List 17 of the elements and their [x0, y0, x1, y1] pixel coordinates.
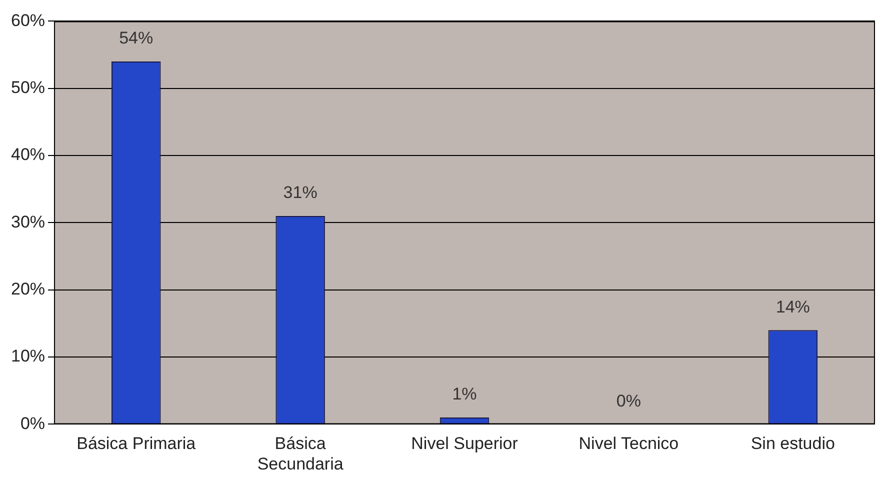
- data-label: 14%: [776, 297, 810, 316]
- data-label: 0%: [616, 391, 641, 410]
- x-tick-label: Nivel Tecnico: [578, 434, 679, 454]
- y-tick-label: 10%: [10, 346, 46, 366]
- x-tick-label: Nivel Superior: [411, 434, 518, 454]
- y-tick-label: 20%: [10, 280, 46, 299]
- x-tick-label: Sin estudio: [750, 434, 835, 454]
- data-label: 1%: [452, 384, 477, 404]
- y-tick-label: 50%: [10, 78, 46, 98]
- y-tick-label: 30%: [10, 212, 46, 232]
- x-tick-label: Básica Primaria: [76, 434, 196, 454]
- data-label: 54%: [119, 28, 154, 48]
- x-tick-label: Básica Secundaria: [257, 434, 344, 474]
- data-label: 31%: [283, 183, 318, 202]
- y-tick-label: 40%: [10, 145, 46, 164]
- y-tick-label: 60%: [10, 10, 46, 30]
- y-tick-label: 0%: [20, 414, 46, 433]
